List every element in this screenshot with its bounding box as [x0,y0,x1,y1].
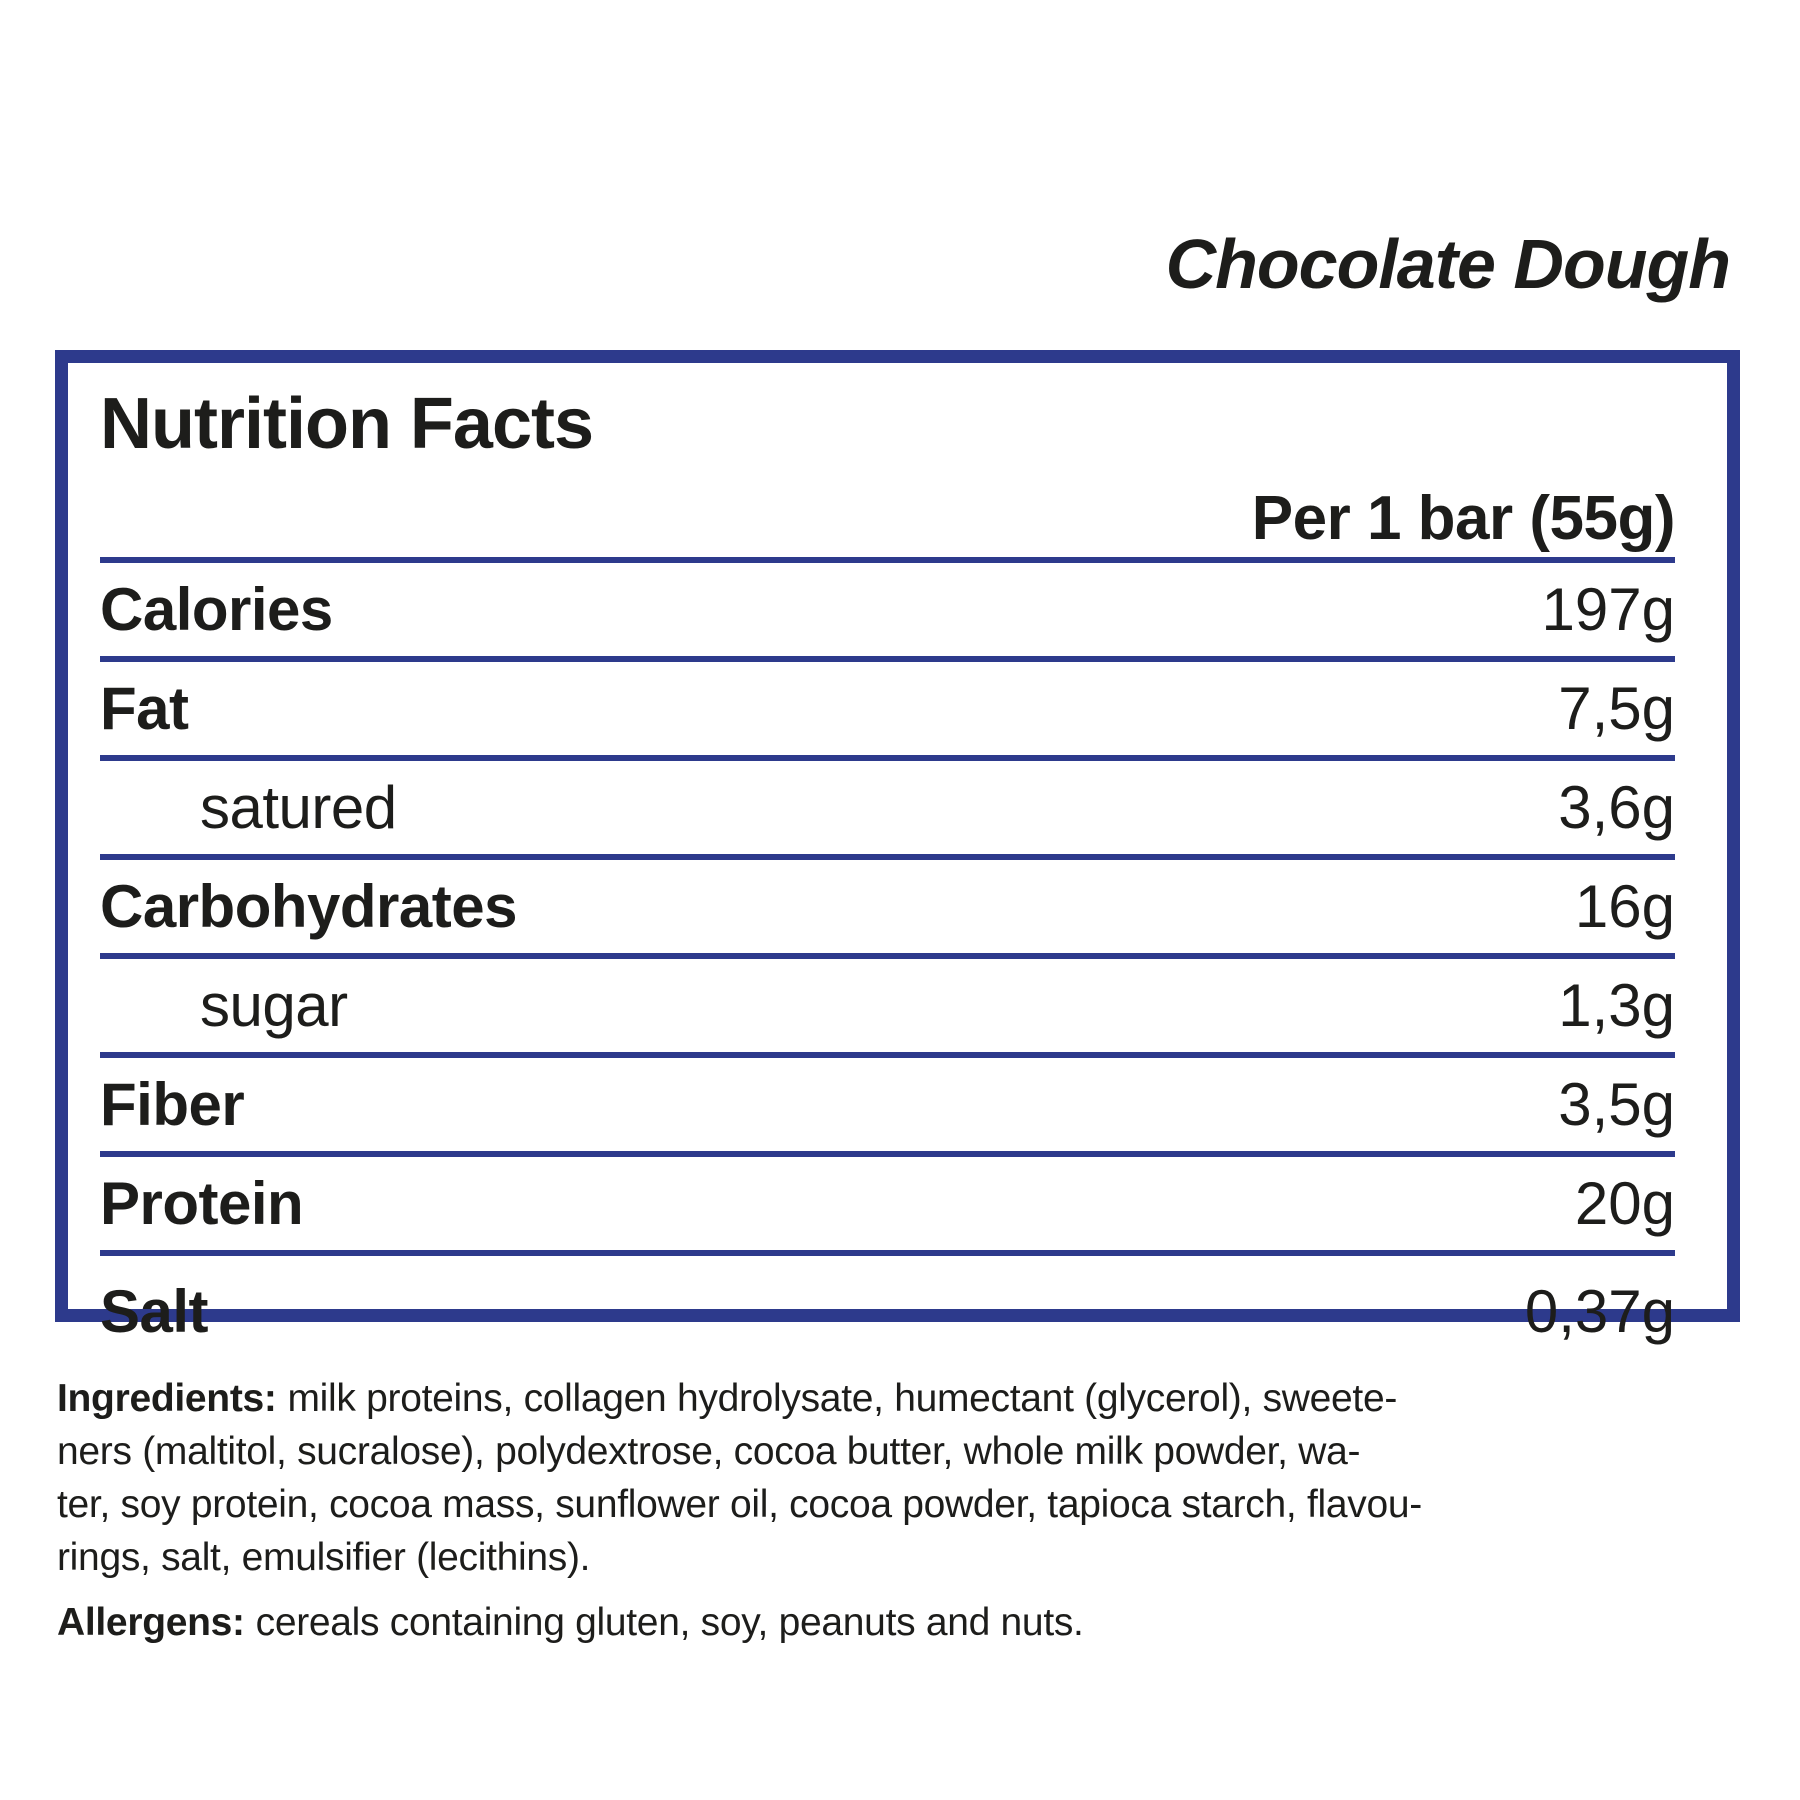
row-value: 1,3g [1558,971,1675,1039]
row-label: Protein [100,1169,304,1237]
ingredients-label: Ingredients: [57,1377,277,1420]
nutrition-row-sugar: sugar 1,3g [100,953,1675,1052]
nutrition-row-calories: Calories 197g [100,557,1675,656]
ingredients-line: rings, salt, emulsifier (lecithins). [57,1536,591,1579]
ingredients-line: Ingredients: milk proteins, collagen hydr… [57,1372,1752,1425]
nutrition-facts-panel: Nutrition Facts Per 1 bar (55g) Calories… [55,350,1740,1342]
nutrition-row-salt: Salt 0,37g [100,1250,1675,1368]
row-label: satured [200,773,397,841]
row-value: 0,37g [1524,1278,1675,1346]
allergens-label: Allergens: [57,1601,245,1644]
ingredients-line: ter, soy protein, cocoa mass, sunflower … [57,1483,1422,1526]
row-value: 3,6g [1558,773,1675,841]
row-value: 3,5g [1558,1070,1675,1138]
serving-size: Per 1 bar (55g) [1251,484,1676,554]
nutrition-row-carbohydrates: Carbohydrates 16g [100,854,1675,953]
product-title: Chocolate Dough [1165,225,1731,303]
row-label: Carbohydrates [100,872,517,940]
nutrition-row-fiber: Fiber 3,5g [100,1052,1675,1151]
nutrition-table: Calories 197g Fat 7,5g satured 3,6g Carb… [100,557,1675,1368]
panel-title: Nutrition Facts [100,384,594,464]
row-value: 197g [1541,575,1675,643]
allergens-text: cereals containing gluten, soy, peanuts … [255,1601,1084,1644]
nutrition-row-protein: Protein 20g [100,1151,1675,1250]
row-value: 7,5g [1558,674,1675,742]
row-value: 20g [1574,1169,1675,1237]
row-value: 16g [1574,872,1675,940]
ingredients-line: ners (maltitol, sucralose), polydextrose… [57,1430,1361,1473]
nutrition-row-saturated-fat: satured 3,6g [100,755,1675,854]
ingredients-paragraph: Ingredients: milk proteins, collagen hydr… [57,1372,1752,1584]
row-label: Calories [100,575,333,643]
row-label: Salt [100,1278,209,1346]
allergens-paragraph: Allergens: cereals containing gluten, soy… [57,1596,1752,1649]
nutrition-row-fat: Fat 7,5g [100,656,1675,755]
row-label: sugar [200,971,348,1039]
ingredients-text: milk proteins, collagen hydrolysate, hum… [287,1377,1398,1420]
row-label: Fat [100,674,189,742]
row-label: Fiber [100,1070,245,1138]
